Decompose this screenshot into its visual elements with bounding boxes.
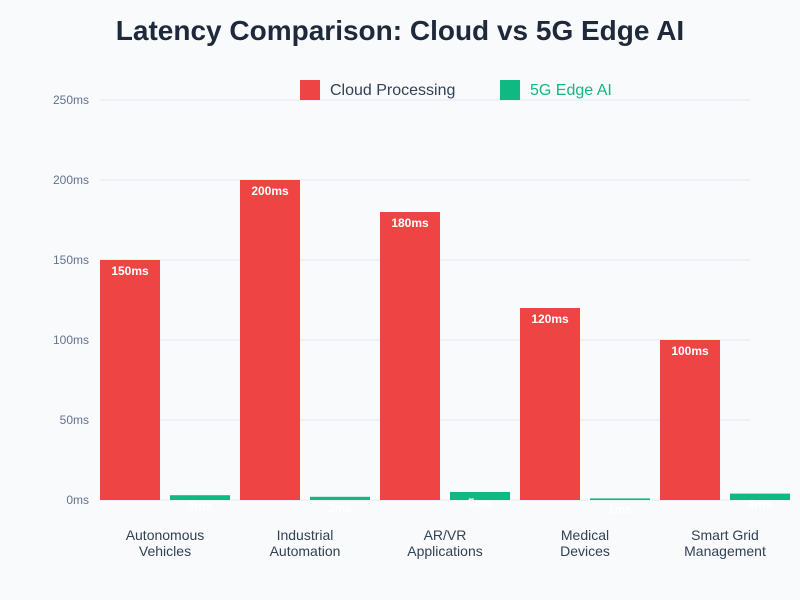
bar-value-label: 200ms [251,184,289,198]
y-axis: 0ms 50ms 100ms 150ms 200ms 250ms [53,93,89,507]
bar-value-label: 100ms [671,344,709,358]
bar-value-label: 120ms [531,312,569,326]
bar-cloud-3 [520,308,580,500]
legend-swatch [500,80,520,100]
bar-value-label: 1ms [608,502,632,516]
legend-swatch [300,80,320,100]
bar-value-label: 5ms [468,496,492,510]
y-tick-label: 150ms [53,253,89,267]
bar-value-label: 180ms [391,216,429,230]
chart-title: Latency Comparison: Cloud vs 5G Edge AI [116,15,684,46]
bars [100,180,790,500]
bar-value-label: 2ms [328,501,352,515]
x-tick-label: Smart Grid Management [684,527,766,559]
legend: Cloud Processing 5G Edge AI [300,80,612,100]
bar-edge-4 [730,493,790,500]
x-tick-label: AR/VR Applications [407,527,483,559]
bar-value-label: 4ms [748,498,772,512]
x-tick-label: Autonomous Vehicles [126,527,205,559]
bar-value-label: 3ms [188,499,212,513]
bar-labels: 150ms 200ms 180ms 120ms 100ms 3ms 2ms 5ms 1ms 4ms [111,184,772,516]
bar-cloud-1 [240,180,300,500]
bar-edge-0 [170,495,230,500]
bar-edge-3 [590,498,650,500]
bar-cloud-4 [660,340,720,500]
legend-label: Cloud Processing [330,82,455,99]
bar-cloud-0 [100,260,160,500]
bar-edge-2 [450,492,510,500]
x-tick-label: Industrial Automation [270,527,341,559]
y-tick-label: 0ms [66,493,89,507]
y-tick-label: 200ms [53,173,89,187]
y-tick-label: 50ms [60,413,89,427]
bar-cloud-2 [380,212,440,500]
x-axis: Autonomous Vehicles Industrial Automation AR… [126,527,766,559]
x-tick-label: Medical Devices [560,527,610,559]
y-tick-label: 100ms [53,333,89,347]
legend-label: 5G Edge AI [530,82,612,99]
bar-edge-1 [310,496,370,500]
y-tick-label: 250ms [53,93,89,107]
bar-value-label: 150ms [111,264,149,278]
